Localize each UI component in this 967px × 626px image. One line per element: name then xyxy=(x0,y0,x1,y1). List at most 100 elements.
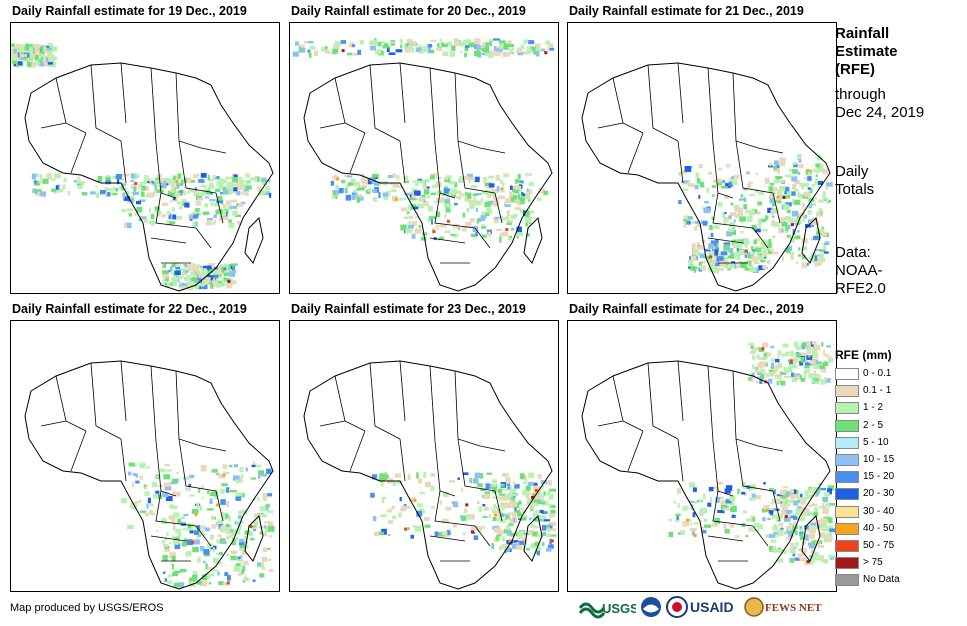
heavy-rain-cell xyxy=(470,530,474,534)
rainfall-cell xyxy=(728,181,734,187)
rainfall-cell xyxy=(226,528,230,532)
rainfall-cell xyxy=(789,236,796,243)
rainfall-cell xyxy=(482,234,487,238)
rainfall-cell xyxy=(416,510,423,517)
rainfall-cell xyxy=(400,44,403,49)
rainfall-cell xyxy=(263,191,270,195)
country-border xyxy=(334,77,366,134)
rainfall-cell xyxy=(820,518,828,524)
rainfall-cell xyxy=(536,550,540,556)
rainfall-cell xyxy=(176,528,182,534)
rainfall-cell xyxy=(73,180,78,183)
rainfall-cell xyxy=(314,50,318,57)
rainfall-cell xyxy=(528,182,534,187)
rainfall-cell xyxy=(730,506,737,513)
country-border xyxy=(757,445,784,452)
rainfall-cell xyxy=(17,47,23,51)
rainfall-cell xyxy=(197,524,201,531)
rainfall-cell xyxy=(692,249,699,256)
rainfall-cell xyxy=(776,381,780,386)
country-border xyxy=(90,64,122,142)
rainfall-cell xyxy=(725,485,733,491)
rainfall-cell xyxy=(520,517,527,521)
rainfall-cell xyxy=(439,500,442,505)
rainfall-cell xyxy=(498,40,506,44)
country-border xyxy=(195,227,212,249)
rainfall-cell xyxy=(482,48,490,53)
rainfall-cell xyxy=(436,225,439,231)
heavy-rain-cell xyxy=(500,187,504,191)
rainfall-cell xyxy=(267,525,275,532)
rainfall-cell xyxy=(771,251,779,255)
rainfall-cell xyxy=(117,179,120,185)
rainfall-cell xyxy=(183,476,190,480)
rainfall-cell xyxy=(737,239,745,242)
rainfall-cell xyxy=(761,229,768,232)
rainfall-cell xyxy=(828,517,833,524)
rainfall-cell xyxy=(481,52,485,55)
rainfall-cell xyxy=(195,173,200,176)
rainfall-cell xyxy=(785,218,791,220)
rainfall-cell xyxy=(139,462,146,469)
rainfall-cell xyxy=(165,495,173,502)
rainfall-cell xyxy=(743,239,750,246)
rainfall-cell xyxy=(776,196,782,201)
rainfall-cell xyxy=(774,523,777,527)
rainfall-cell xyxy=(419,205,424,209)
rainfall-cell xyxy=(461,515,467,521)
rainfall-cell xyxy=(237,572,243,576)
heavy-rain-cell xyxy=(413,499,417,502)
rainfall-cell xyxy=(777,362,782,367)
rainfall-cell xyxy=(734,174,740,179)
rainfall-cell xyxy=(427,44,433,48)
rainfall-cell xyxy=(514,516,517,523)
rainfall-cell xyxy=(436,177,442,180)
rainfall-cell xyxy=(509,488,517,494)
country-border xyxy=(752,227,769,249)
country-border xyxy=(677,438,684,482)
rainfall-cell xyxy=(708,243,715,249)
rainfall-cell xyxy=(198,487,201,493)
rainfall-cell xyxy=(268,569,274,573)
rainfall-cell xyxy=(545,40,551,46)
rainfall-cell xyxy=(527,48,531,52)
rainfall-cell xyxy=(140,510,147,513)
heavy-rain-cell xyxy=(249,525,253,528)
rainfall-cell xyxy=(803,342,809,348)
rainfall-cell xyxy=(522,193,526,197)
rainfall-cell xyxy=(383,474,389,480)
rainfall-cell xyxy=(764,178,770,184)
rainfall-cell xyxy=(668,518,672,522)
rainfall-cell xyxy=(412,180,419,183)
rainfall-cell xyxy=(484,50,490,56)
rainfall-cell xyxy=(802,203,805,209)
rainfall-cell xyxy=(789,515,796,519)
africa-map xyxy=(303,360,557,590)
rainfall-cell xyxy=(722,180,725,184)
rainfall-cell xyxy=(777,352,780,358)
rainfall-cell xyxy=(746,216,753,222)
rainfall-cell xyxy=(522,545,526,551)
rainfall-cell xyxy=(507,512,512,515)
rainfall-cell xyxy=(700,181,705,188)
rainfall-cell xyxy=(177,190,181,195)
rainfall-cell xyxy=(80,182,85,187)
rainfall-cell xyxy=(799,360,804,366)
rainfall-cell xyxy=(696,246,703,250)
rainfall-cell xyxy=(221,512,225,518)
rainfall-cell xyxy=(738,198,746,201)
rainfall-cell xyxy=(694,184,699,190)
rainfall-cell xyxy=(396,480,403,485)
rainfall-cell xyxy=(450,233,456,236)
rainfall-cell xyxy=(493,46,497,51)
rainfall-cell xyxy=(513,214,518,217)
rainfall-cell xyxy=(768,369,776,372)
rainfall-cell xyxy=(444,230,451,233)
rainfall-cell xyxy=(496,48,503,53)
rainfall-cell xyxy=(191,523,195,526)
rainfall-cell xyxy=(677,503,680,508)
rainfall-cell xyxy=(790,529,796,533)
rainfall-cell xyxy=(473,197,477,200)
rainfall-cell xyxy=(168,178,176,185)
rainfall-cell xyxy=(791,372,795,378)
